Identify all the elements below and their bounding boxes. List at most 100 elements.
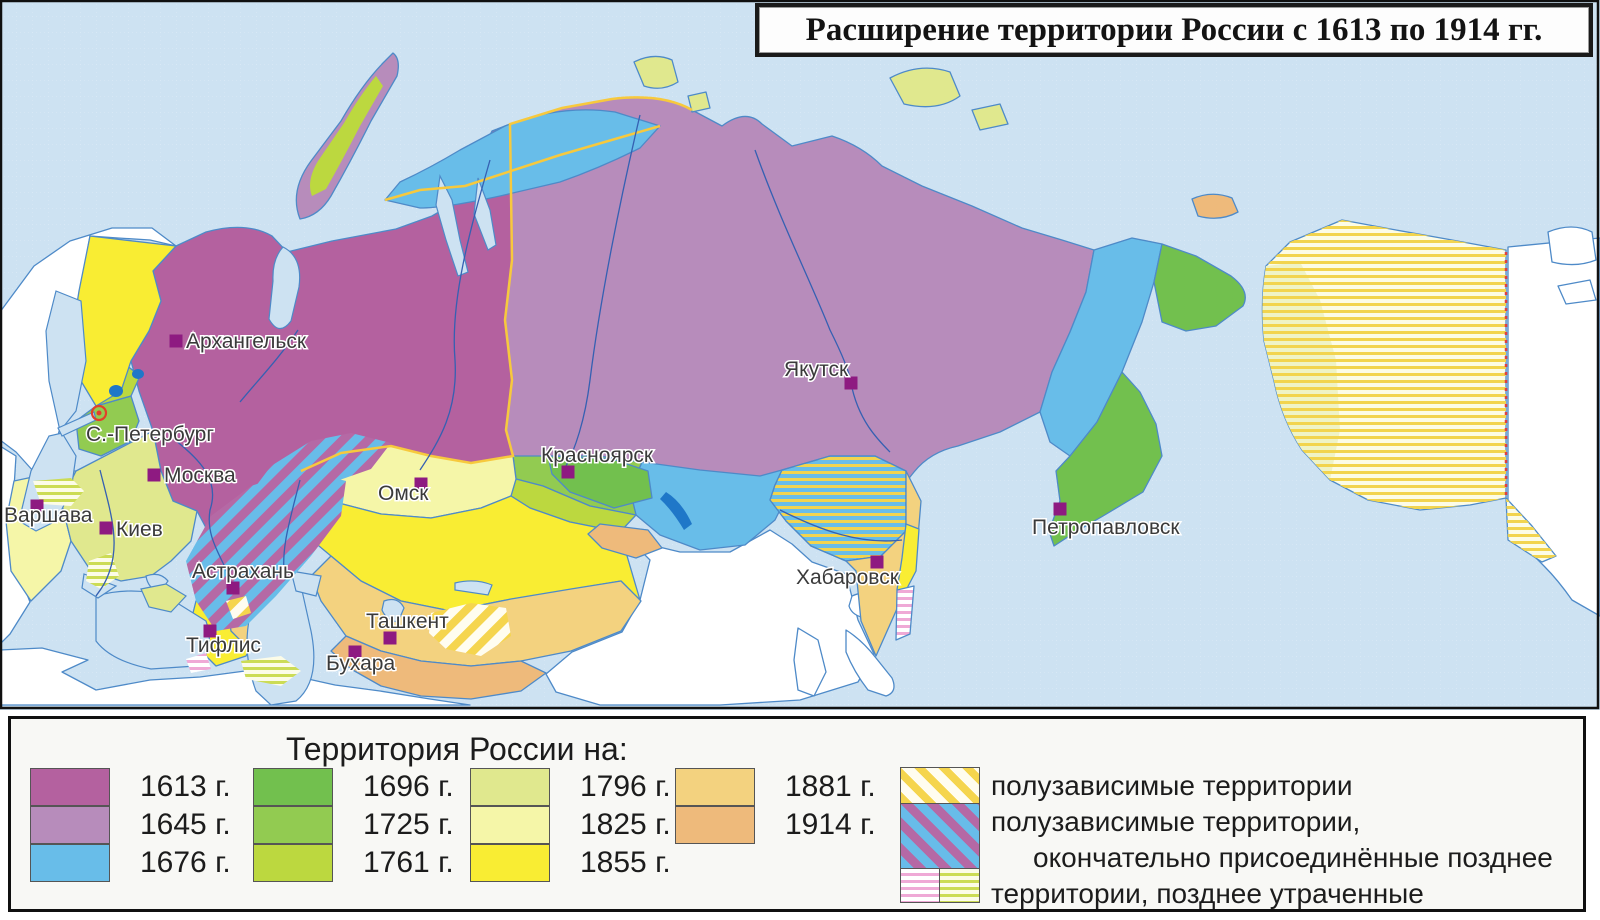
city-label: Астрахань	[192, 560, 294, 583]
city-marker-icon	[561, 465, 575, 479]
caspian-ne-arm	[290, 570, 322, 597]
cities-layer: Архангельск С.-Петербург Москва Варшава Киев…	[3, 329, 1182, 677]
lake-ladoga	[109, 385, 123, 397]
city-marker-icon	[147, 468, 161, 482]
city: Киев	[99, 517, 164, 543]
legend-item: 1696 г.	[253, 767, 454, 806]
map-title-box: Расширение территории России с 1613 по 1…	[755, 3, 1593, 57]
legend-item: 1725 г.	[253, 805, 454, 844]
city-label: Хабаровск	[796, 566, 900, 589]
legend-swatch	[470, 805, 550, 844]
city-label: Тифлис	[186, 634, 261, 657]
hatch-semi-dependent-steppe	[186, 469, 346, 631]
city: Бухара	[325, 645, 397, 677]
rivers	[95, 114, 903, 597]
legend-year-label: 1761 г.	[363, 846, 454, 879]
city-label: Архангельск	[186, 330, 307, 353]
city-label: Москва	[164, 464, 236, 487]
island-new-siberian2	[971, 103, 1009, 131]
legend-swatch	[30, 805, 110, 844]
city-label: Красноярск	[541, 444, 654, 467]
map-area: Архангельск С.-Петербург Москва Варшава Киев…	[0, 0, 1600, 710]
legend-year-label: 1696 г.	[363, 770, 454, 803]
legend-pattern-swatch	[900, 803, 980, 869]
city: Ташкент	[365, 609, 451, 645]
hatch-lost-south-caspian	[241, 656, 301, 686]
hatch-semi-dependent-bashkiria	[241, 433, 391, 521]
capital-marker-icon	[90, 404, 108, 422]
city-marker-icon	[383, 631, 397, 645]
legend-year-label: 1796 г.	[580, 770, 671, 803]
legend-special-swatches	[900, 767, 980, 903]
island-new-siberian	[889, 67, 961, 108]
territory-alaska-stripes	[1262, 220, 1506, 510]
gulf-of-bothnia	[45, 290, 87, 433]
legend-column: 1881 г. 1914 г.	[675, 767, 876, 844]
city: Омск	[377, 477, 431, 507]
legend-swatch	[675, 805, 755, 844]
city: Тифлис	[185, 624, 262, 659]
city: Варшава	[3, 499, 94, 529]
white-sea	[268, 246, 301, 330]
city-label: Омск	[378, 482, 429, 505]
legend-swatch	[30, 843, 110, 882]
city-marker-icon	[348, 645, 362, 659]
city-marker-icon	[169, 334, 183, 348]
city: Якутск	[783, 357, 858, 390]
legend-swatch	[30, 767, 110, 806]
territory-alaska-panhandle-stripes	[1506, 498, 1556, 562]
legend-column: 1696 г. 1725 г. 1761 г.	[253, 767, 454, 882]
legend-item: 1914 г.	[675, 805, 876, 844]
legend-swatch	[675, 767, 755, 806]
city: Архангельск	[169, 329, 308, 355]
city-label: Якутск	[784, 358, 849, 381]
city-marker-icon	[844, 376, 858, 390]
legend-item: 1676 г.	[30, 843, 231, 882]
pattern-pink-stripes	[901, 869, 940, 902]
lake-balkhash	[454, 580, 493, 596]
legend-item: 1855 г.	[470, 843, 671, 882]
hatch-lost-moldova	[86, 553, 119, 589]
legend-year-label: 1645 г.	[140, 808, 231, 841]
map-title: Расширение территории России с 1613 по 1…	[805, 11, 1543, 48]
legend-column: 1613 г. 1645 г. 1676 г.	[30, 767, 231, 882]
legend-item: 1761 г.	[253, 843, 454, 882]
city: С.-Петербург	[85, 404, 216, 448]
legend-item: 1881 г.	[675, 767, 876, 806]
land-arctic-islands-ne	[1547, 226, 1597, 266]
legend-special-label: территории, позднее утраченные	[991, 878, 1424, 909]
map-frame	[0, 0, 1600, 710]
ob-estuary	[435, 173, 469, 277]
city-label: Ташкент	[366, 610, 449, 633]
legend: Территория России на: 1613 г. 1645 г. 1676…	[8, 716, 1586, 912]
legend-swatch	[253, 805, 333, 844]
land-korea	[793, 627, 827, 697]
legend-title: Территория России на:	[286, 731, 628, 767]
city-marker-icon	[30, 499, 44, 513]
city: Хабаровск	[795, 555, 901, 591]
legend-swatch	[253, 767, 333, 806]
russia-expansion-map: Архангельск С.-Петербург Москва Варшава Киев…	[0, 0, 1600, 710]
city: Петропавловск	[1031, 502, 1182, 541]
legend-year-label: 1613 г.	[140, 770, 231, 803]
pattern-green-stripes	[940, 869, 979, 902]
legend-year-label: 1725 г.	[363, 808, 454, 841]
hatch-lost-poland-nw	[33, 478, 84, 506]
city-label: Петропавловск	[1032, 516, 1180, 539]
city-marker-icon	[870, 555, 884, 569]
aral-sea	[381, 598, 405, 623]
territory-1796-west	[60, 430, 198, 582]
legend-item: 1825 г.	[470, 805, 671, 844]
city: Астрахань	[191, 559, 296, 595]
territory-1914-bukhara	[330, 635, 547, 700]
legend-swatch	[470, 843, 550, 882]
city-label: Бухара	[326, 652, 395, 675]
legend-item: 1613 г.	[30, 767, 231, 806]
capital-marker-dot	[96, 410, 102, 416]
city-marker-icon	[203, 624, 217, 638]
black-sea	[95, 590, 210, 670]
legend-item: 1645 г.	[30, 805, 231, 844]
island-severnaya-zemlya	[633, 55, 679, 89]
city-label: Варшава	[4, 504, 93, 527]
